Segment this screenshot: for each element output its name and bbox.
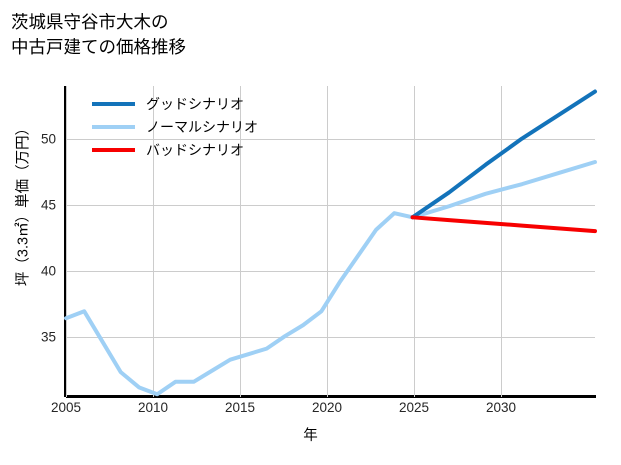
series-layer	[64, 89, 597, 397]
legend-item-bad[interactable]: バッドシナリオ	[92, 138, 307, 161]
gridline-x-2005	[66, 86, 67, 397]
x-axis-spine	[66, 395, 596, 398]
y-axis-label: 坪（3.3㎡）単価（万円）	[15, 120, 32, 287]
series-line	[64, 160, 597, 397]
gridline-x-2030	[501, 86, 502, 397]
gridline-y-35	[66, 337, 595, 338]
gridline-y-45	[66, 205, 595, 206]
gridline-x-2025	[414, 86, 415, 397]
gridline-y-50	[66, 139, 595, 140]
gridline-y-40	[66, 271, 595, 272]
legend-item-normal[interactable]: ノーマルシナリオ	[92, 115, 307, 138]
legend-swatch-normal	[92, 124, 135, 129]
legend-swatch-bad	[92, 147, 135, 152]
series-line	[410, 215, 597, 234]
x-tick-2010: 2010	[137, 400, 169, 415]
legend: グッドシナリオ ノーマルシナリオ バッドシナリオ	[92, 92, 307, 161]
legend-label-normal: ノーマルシナリオ	[146, 118, 258, 135]
series-line	[410, 89, 597, 220]
legend-item-good[interactable]: グッドシナリオ	[92, 92, 307, 115]
gridline-x-2020	[327, 86, 328, 397]
gridline-x-2015	[240, 86, 241, 397]
gridline-x-2010	[153, 86, 154, 397]
page-title: 茨城県守谷市大木の 中古戸建ての価格推移	[11, 12, 186, 58]
legend-swatch-good	[92, 101, 135, 106]
x-axis-label: 年	[303, 428, 318, 444]
x-tick-2030: 2030	[485, 400, 517, 415]
legend-label-good: グッドシナリオ	[146, 95, 244, 112]
plot-area	[64, 86, 597, 397]
legend-label-bad: バッドシナリオ	[146, 141, 244, 158]
y-axis-spine	[64, 86, 67, 397]
x-tick-2020: 2020	[311, 400, 343, 415]
x-tick-2015: 2015	[224, 400, 256, 415]
x-tick-2025: 2025	[398, 400, 430, 415]
x-tick-2005: 2005	[50, 400, 82, 415]
